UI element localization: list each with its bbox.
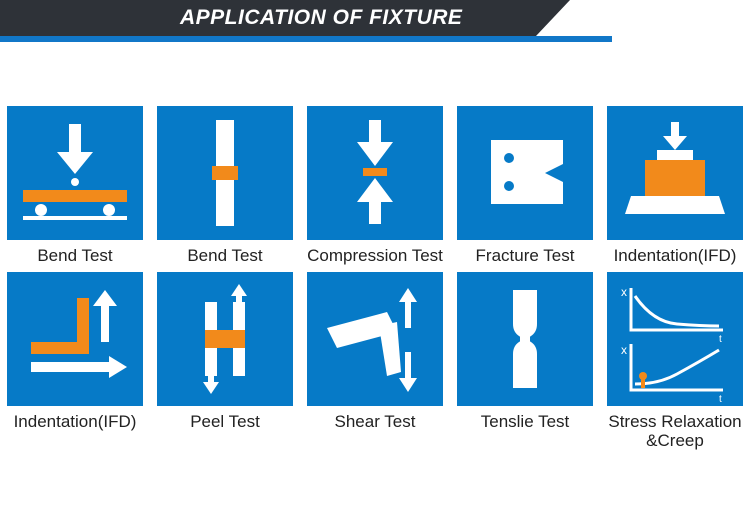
svg-text:x: x bbox=[621, 343, 627, 357]
tile-bend-test-1: Bend Test bbox=[5, 106, 145, 266]
page-title: APPLICATION OF FIXTURE bbox=[180, 0, 462, 36]
tile-shear: Shear Test bbox=[305, 272, 445, 451]
tile-label: Fracture Test bbox=[455, 246, 595, 266]
tile-label: Bend Test bbox=[5, 246, 145, 266]
svg-text:t: t bbox=[719, 334, 722, 345]
tile-label: Peel Test bbox=[155, 412, 295, 432]
tensile-icon bbox=[457, 272, 593, 406]
tile-compression: Compression Test bbox=[305, 106, 445, 266]
tile-label: Stress Relaxation &Creep bbox=[605, 412, 745, 451]
svg-text:x: x bbox=[621, 285, 627, 299]
tile-label: Compression Test bbox=[305, 246, 445, 266]
fixture-grid: Bend Test Bend Test Compression Te bbox=[5, 106, 745, 451]
shear-icon bbox=[307, 272, 443, 406]
relaxation-creep-icon: x t x t bbox=[607, 272, 743, 406]
tile-label: Shear Test bbox=[305, 412, 445, 432]
svg-text:t: t bbox=[719, 394, 722, 405]
bend-test-2-icon bbox=[157, 106, 293, 240]
bend-test-icon bbox=[7, 106, 143, 240]
tile-label: Tenslie Test bbox=[455, 412, 595, 432]
indentation-icon bbox=[607, 106, 743, 240]
tile-peel: Peel Test bbox=[155, 272, 295, 451]
indentation-2-icon bbox=[7, 272, 143, 406]
compression-icon bbox=[307, 106, 443, 240]
tile-indentation-2: Indentation(IFD) bbox=[5, 272, 145, 451]
tile-tensile: Tenslie Test bbox=[455, 272, 595, 451]
tile-label: Indentation(IFD) bbox=[5, 412, 145, 432]
header-bar: APPLICATION OF FIXTURE bbox=[0, 0, 750, 36]
tile-relaxation-creep: x t x t Stress Relaxation &Creep bbox=[605, 272, 745, 451]
peel-icon bbox=[157, 272, 293, 406]
tile-label: Indentation(IFD) bbox=[605, 246, 745, 266]
fracture-icon bbox=[457, 106, 593, 240]
tile-label: Bend Test bbox=[155, 246, 295, 266]
tile-indentation-1: Indentation(IFD) bbox=[605, 106, 745, 266]
header-accent-strip bbox=[0, 36, 612, 42]
tile-fracture: Fracture Test bbox=[455, 106, 595, 266]
tile-bend-test-2: Bend Test bbox=[155, 106, 295, 266]
